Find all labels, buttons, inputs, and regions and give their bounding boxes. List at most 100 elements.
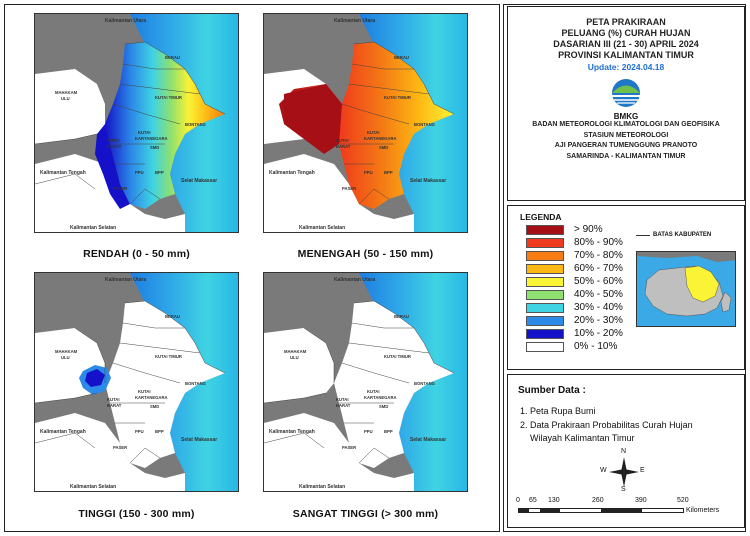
label-mahakam-ulu: ULU	[61, 96, 70, 101]
legend-label: 10% - 20%	[574, 328, 623, 339]
label-kalsel: Kalimantan Selatan	[70, 484, 116, 490]
label-kalsel: Kalimantan Selatan	[299, 484, 345, 490]
legend-block: LEGENDA > 90% 80% - 90% 70% - 80% 60% - …	[507, 205, 745, 370]
title-line-3: DASARIAN III (21 - 30) APRIL 2024	[553, 39, 699, 49]
legend-label: 50% - 60%	[574, 276, 623, 287]
label-ppu: PPU	[364, 170, 373, 175]
source-item-2-cont: Wilayah Kalimantan Timur	[530, 433, 635, 443]
label-bontang: BONTANG	[414, 122, 435, 127]
legend-item: 0% - 10%	[526, 341, 617, 352]
label-kutim: KUTAI TIMUR	[384, 354, 411, 359]
legend-label: 30% - 40%	[574, 302, 623, 313]
agency-line-3: AJI PANGERAN TUMENGGUNG PRANOTO	[554, 142, 698, 149]
compass-w: W	[600, 467, 607, 474]
compass-n: N	[621, 448, 627, 455]
scale-tick-130: 130	[548, 497, 560, 504]
legend-item: 70% - 80%	[526, 250, 623, 261]
label-kubar-2: BARAT	[107, 403, 122, 408]
agency-line-1: BADAN METEOROLOGI KLIMATOLOGI DAN GEOFIS…	[532, 121, 720, 128]
scale-bar: 0 65 130 260 390 520 Kilometers	[516, 495, 742, 525]
label-kubar-2: BARAT	[336, 144, 351, 149]
legend-label: 60% - 70%	[574, 263, 623, 274]
legend-swatch	[526, 224, 564, 235]
scale-tick-0: 0	[516, 497, 520, 504]
label-paser: PASER	[342, 445, 356, 450]
boundary-label: BATAS KABUPATEN	[653, 232, 712, 238]
legend-item: 30% - 40%	[526, 302, 623, 313]
label-bontang: BONTANG	[414, 381, 435, 386]
label-berau: BERAU	[394, 55, 409, 60]
label-kutim: KUTAI TIMUR	[384, 95, 411, 100]
legend-swatch	[526, 276, 564, 287]
label-kaltara: Kalimantan Utara	[105, 277, 146, 283]
label-mahakam-ulu: ULU	[290, 355, 299, 360]
label-mahakam-ulu: ULU	[61, 355, 70, 360]
compass-s: S	[621, 486, 626, 493]
bmkg-logo: BMKG	[604, 78, 648, 121]
compass: N S E W	[600, 448, 645, 493]
label-paser: PASER	[342, 186, 356, 191]
title-line-1: PETA PRAKIRAAN	[586, 17, 666, 27]
legend-label: 0% - 10%	[574, 341, 618, 352]
label-paser: PASER	[113, 445, 127, 450]
legend-item: 80% - 90%	[526, 237, 623, 248]
label-bpp: BPP	[155, 429, 164, 434]
label-berau: BERAU	[165, 55, 180, 60]
label-kukar: KUTAI	[367, 130, 379, 135]
legend-swatch	[526, 250, 564, 261]
label-kalteng: Kalimantan Tengah	[269, 170, 315, 176]
scale-tick-260: 260	[592, 497, 604, 504]
legend-item: 60% - 70%	[526, 263, 623, 274]
label-kubar-2: BARAT	[107, 144, 122, 149]
label-kalteng: Kalimantan Tengah	[40, 429, 86, 435]
map-caption-tinggi: TINGGI (150 - 300 mm)	[78, 508, 195, 520]
label-kaltara: Kalimantan Utara	[334, 277, 375, 283]
source-item-1: 1. Peta Rupa Bumi	[520, 406, 596, 416]
label-selat: Selat Makassar	[181, 178, 217, 184]
label-bpp: BPP	[384, 429, 393, 434]
legend-item: 10% - 20%	[526, 328, 623, 339]
legend-swatch	[526, 289, 564, 300]
label-kukar-2: KARTANEGARA	[364, 395, 397, 400]
label-kalteng: Kalimantan Tengah	[40, 170, 86, 176]
label-selat: Selat Makassar	[410, 178, 446, 184]
label-kalsel: Kalimantan Selatan	[70, 225, 116, 231]
label-smd: SMD	[150, 145, 159, 150]
legend-label: 20% - 30%	[574, 315, 623, 326]
label-paser: PASER	[113, 186, 127, 191]
label-bontang: BONTANG	[185, 381, 206, 386]
agency-line-4: SAMARINDA - KALIMANTAN TIMUR	[566, 152, 686, 160]
label-ppu: PPU	[135, 429, 144, 434]
legend-item: 40% - 50%	[526, 289, 623, 300]
legend-item: 50% - 60%	[526, 276, 623, 287]
label-kubar: KUTAI	[107, 397, 119, 402]
compass-rose-icon	[609, 457, 639, 487]
label-smd: SMD	[379, 145, 388, 150]
legend-label: 70% - 80%	[574, 250, 623, 261]
label-kutim: KUTAI TIMUR	[155, 354, 182, 359]
label-bpp: BPP	[384, 170, 393, 175]
legend-swatch	[526, 237, 564, 248]
legend-label: 40% - 50%	[574, 289, 623, 300]
map-caption-menengah: MENENGAH (50 - 150 mm)	[297, 248, 434, 260]
legend-swatch	[526, 263, 564, 274]
label-kalsel: Kalimantan Selatan	[299, 225, 345, 231]
source-title: Sumber Data :	[518, 385, 586, 396]
label-kubar-2: BARAT	[336, 403, 351, 408]
label-kaltara: Kalimantan Utara	[105, 18, 146, 24]
source-block: Sumber Data : 1. Peta Rupa Bumi 2. Data …	[507, 374, 745, 528]
label-berau: BERAU	[165, 314, 180, 319]
label-kubar: KUTAI	[336, 397, 348, 402]
legend-label: 80% - 90%	[574, 237, 623, 248]
scale-tick-65: 65	[529, 497, 537, 504]
label-kubar: KUTAI	[336, 138, 348, 143]
inset-map	[636, 251, 736, 327]
label-kukar: KUTAI	[138, 130, 150, 135]
map-tinggi: Kalimantan Utara BERAU MAHAKAM ULU KUTAI…	[34, 272, 239, 492]
map-sangat-tinggi: Kalimantan Utara BERAU MAHAKAM ULU KUTAI…	[263, 272, 468, 492]
title-line-2: PELUANG (%) CURAH HUJAN	[561, 28, 691, 38]
label-bpp: BPP	[155, 170, 164, 175]
scale-tick-520: 520	[677, 497, 689, 504]
label-smd: SMD	[150, 404, 159, 409]
label-ppu: PPU	[135, 170, 144, 175]
